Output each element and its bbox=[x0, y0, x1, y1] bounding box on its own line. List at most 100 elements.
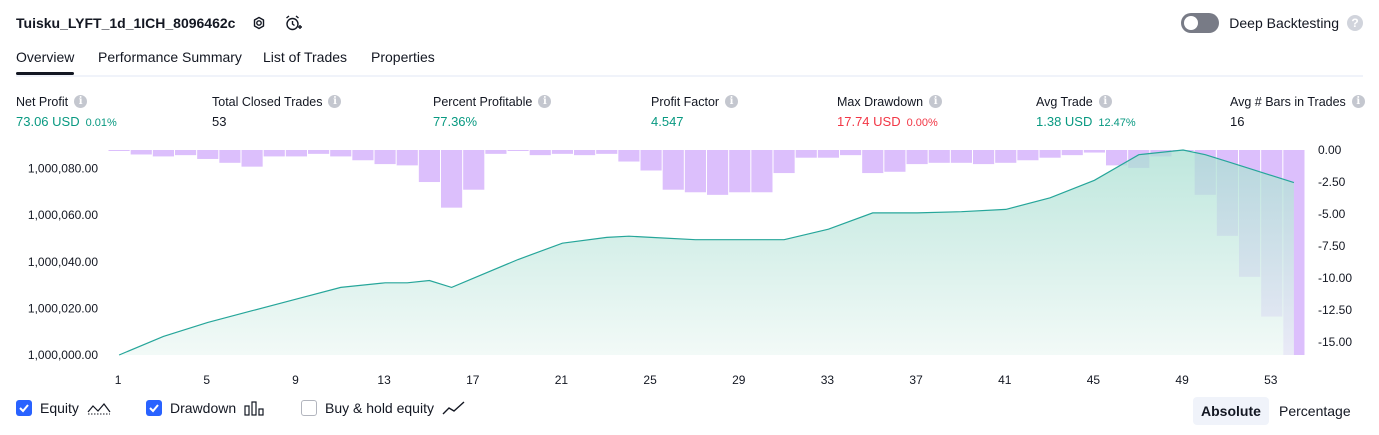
info-icon[interactable]: i bbox=[1351, 95, 1365, 108]
drawdown-bar bbox=[463, 150, 485, 190]
strategy-title: Tuisku_LYFT_1d_1ICH_8096462c bbox=[16, 15, 236, 31]
drawdown-bar bbox=[906, 150, 928, 165]
right-axis-tick: -2.50 bbox=[1318, 175, 1346, 189]
settings-icon[interactable] bbox=[249, 13, 269, 33]
left-axis-tick: 1,000,080.00 bbox=[28, 162, 98, 176]
absolute-mode-button[interactable]: Absolute bbox=[1193, 397, 1269, 425]
check-icon bbox=[19, 404, 29, 413]
legend-buy-hold-equity[interactable]: Buy & hold equity bbox=[301, 400, 466, 416]
metric-sub-value: 12.47% bbox=[1098, 117, 1136, 129]
metric-label: Profit Factor bbox=[651, 94, 720, 109]
buy-hold-checkbox[interactable] bbox=[301, 400, 317, 416]
drawdown-bar bbox=[1017, 150, 1039, 161]
metric-max-drawdown: Max Drawdown i 17.74 USD 0.00% bbox=[837, 93, 943, 129]
legend-label: Drawdown bbox=[170, 400, 237, 416]
drawdown-bar bbox=[995, 150, 1017, 163]
metric-sub-value: 0.01% bbox=[85, 117, 117, 129]
drawdown-bar bbox=[840, 150, 862, 156]
x-axis-tick: 41 bbox=[998, 373, 1012, 387]
drawdown-bar bbox=[1106, 150, 1128, 166]
info-icon[interactable]: i bbox=[538, 95, 552, 108]
right-axis-tick: -5.00 bbox=[1318, 207, 1346, 221]
legend-drawdown[interactable]: Drawdown bbox=[146, 400, 266, 416]
info-icon[interactable]: i bbox=[328, 95, 342, 108]
equity-line bbox=[118, 149, 1295, 356]
legend-label: Buy & hold equity bbox=[325, 400, 434, 416]
x-axis-tick: 1 bbox=[115, 373, 122, 387]
drawdown-bar bbox=[330, 150, 352, 157]
equity-drawdown-chart[interactable]: 1,000,000.00 1,000,020.00 1,000,040.00 1,00… bbox=[0, 140, 1379, 390]
drawdown-bar bbox=[773, 150, 795, 174]
left-axis-tick: 1,000,020.00 bbox=[28, 301, 98, 315]
metric-label: Net Profit bbox=[16, 94, 69, 109]
equity-checkbox[interactable] bbox=[16, 400, 32, 416]
metric-label: Avg Trade bbox=[1036, 94, 1093, 109]
x-axis-tick: 5 bbox=[203, 373, 210, 387]
drawdown-bar bbox=[175, 150, 197, 156]
x-axis-tick: 53 bbox=[1264, 373, 1278, 387]
x-axis-tick: 49 bbox=[1175, 373, 1189, 387]
drawdown-bar bbox=[418, 150, 440, 183]
x-axis-tick: 21 bbox=[555, 373, 569, 387]
metric-value: 17.74 USD bbox=[837, 114, 901, 129]
tab-bar: Overview Performance Summary List of Tra… bbox=[16, 48, 1363, 77]
drawdown-bar bbox=[551, 150, 573, 154]
tab-overview[interactable]: Overview bbox=[16, 48, 75, 75]
right-axis-tick: -7.50 bbox=[1318, 239, 1346, 253]
legend-label: Equity bbox=[40, 400, 79, 416]
drawdown-checkbox[interactable] bbox=[146, 400, 162, 416]
drawdown-bars-icon bbox=[244, 401, 264, 416]
drawdown-bar bbox=[308, 150, 330, 154]
tab-list-of-trades[interactable]: List of Trades bbox=[263, 49, 348, 65]
tab-properties[interactable]: Properties bbox=[371, 49, 435, 65]
drawdown-bar bbox=[441, 150, 463, 208]
x-axis-tick: 25 bbox=[643, 373, 657, 387]
drawdown-bar bbox=[884, 150, 906, 172]
x-axis-tick: 33 bbox=[821, 373, 835, 387]
left-axis-tick: 1,000,000.00 bbox=[28, 348, 98, 362]
info-icon[interactable]: i bbox=[1098, 95, 1112, 108]
drawdown-bar bbox=[485, 150, 507, 154]
drawdown-bar bbox=[152, 150, 174, 157]
metric-value: 4.547 bbox=[651, 114, 684, 129]
drawdown-bar bbox=[684, 150, 706, 193]
x-axis: 1 5 9 13 17 21 25 29 33 37 41 45 49 53 bbox=[115, 373, 1278, 387]
buyhold-line-icon bbox=[442, 401, 465, 415]
deep-backtesting-control: Deep Backtesting ? bbox=[1181, 13, 1363, 33]
equity-area bbox=[119, 150, 1294, 355]
drawdown-bar bbox=[1039, 150, 1061, 158]
drawdown-bar bbox=[973, 150, 995, 165]
metric-label: Avg # Bars in Trades bbox=[1230, 94, 1346, 109]
left-axis-tick: 1,000,040.00 bbox=[28, 255, 98, 269]
metric-value: 77.36% bbox=[433, 114, 478, 129]
help-icon[interactable]: ? bbox=[1347, 15, 1363, 31]
legend-equity[interactable]: Equity bbox=[16, 400, 111, 416]
metric-sub-value: 0.00% bbox=[906, 117, 938, 129]
drawdown-bar bbox=[108, 150, 130, 151]
info-icon[interactable]: i bbox=[74, 95, 88, 108]
drawdown-bar bbox=[396, 150, 418, 166]
info-icon[interactable]: i bbox=[725, 95, 739, 108]
metric-percent-profitable: Percent Profitable i 77.36% bbox=[433, 93, 552, 129]
deep-backtesting-toggle[interactable] bbox=[1181, 13, 1220, 33]
metric-net-profit: Net Profit i 73.06 USD 0.01% bbox=[16, 93, 117, 130]
equity-series bbox=[118, 149, 1295, 356]
metric-value: 1.38 USD bbox=[1036, 114, 1093, 129]
drawdown-bar bbox=[219, 150, 241, 163]
add-alert-icon[interactable] bbox=[283, 13, 303, 33]
info-icon[interactable]: i bbox=[929, 95, 943, 108]
drawdown-bar bbox=[950, 150, 972, 163]
deep-backtesting-label: Deep Backtesting bbox=[1229, 15, 1339, 31]
metric-label: Max Drawdown bbox=[837, 94, 924, 109]
drawdown-bar bbox=[374, 150, 396, 165]
drawdown-bar bbox=[352, 150, 374, 161]
drawdown-bar bbox=[1083, 150, 1105, 153]
percentage-mode-button[interactable]: Percentage bbox=[1279, 403, 1351, 419]
metric-avg-bars-in-trades: Avg # Bars in Trades i 16 bbox=[1230, 93, 1365, 129]
metric-label: Total Closed Trades bbox=[212, 94, 323, 109]
tab-performance-summary[interactable]: Performance Summary bbox=[98, 49, 242, 65]
drawdown-bar bbox=[795, 150, 817, 158]
equity-line-icon bbox=[87, 403, 111, 415]
right-axis: 0.00 -2.50 -5.00 -7.50 -10.00 -12.50 -15.00 bbox=[1318, 143, 1352, 349]
drawdown-bar bbox=[729, 150, 751, 193]
